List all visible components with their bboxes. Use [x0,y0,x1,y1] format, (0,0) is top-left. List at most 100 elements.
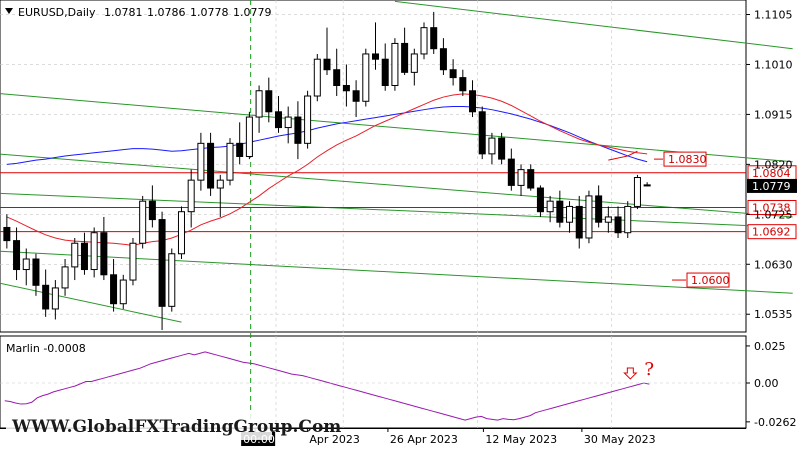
candle [80,242,88,271]
level-label: 1.0692 [752,226,791,239]
candle [604,216,612,223]
annotation-question: ? [644,359,654,380]
candle [207,142,215,189]
level-label: 1.0804 [752,167,791,180]
candle [439,48,447,71]
candle [313,58,321,97]
candle [410,53,418,73]
candle [13,240,21,271]
candle [507,158,515,186]
indicator-axis: 0.025 0.00 -0.0262 [746,340,796,429]
candle [643,184,651,187]
candle [226,142,234,181]
level-tag [747,199,797,215]
candle [51,287,59,310]
candle [245,116,253,157]
level-label: 1.0738 [752,201,791,214]
candle [294,116,302,144]
symbol-label: EURUSD,Daily [18,6,96,19]
candle [90,232,98,271]
price-tick-label: 1.0820 [754,158,793,171]
candle [556,200,564,223]
candle [478,111,486,155]
candle [61,266,69,289]
candle [449,69,457,79]
candle [42,284,50,310]
candle [624,205,632,234]
chart-menu-icon[interactable] [5,8,13,14]
price-tick-label: 1.1010 [754,58,793,71]
level-tag [747,224,797,240]
current-price-label: 1.0779 [752,180,791,193]
candle [255,90,263,118]
target-tag [686,272,730,288]
candle [430,27,438,50]
grid [0,0,746,428]
price-tick-label: 1.0725 [754,208,793,221]
candle [119,279,127,305]
candle [342,85,350,92]
time-tick-label: 30 May 2023 [584,433,656,446]
candle [129,242,137,281]
price-axis: 1.1105 1.1010 1.0915 1.0820 1.0725 1.0630 1.05… [746,9,797,321]
moving-averages [6,93,648,246]
candle [546,200,554,213]
candle [158,219,166,307]
candle [575,205,583,239]
candle [459,77,467,92]
time-tick-label: 26 Apr 2023 [390,433,458,446]
candle [323,58,331,71]
candle [216,179,224,189]
time-tick-label: Apr 2023 [309,433,360,446]
candle [566,205,574,223]
time-tick-label: 12 May 2023 [485,433,557,446]
candle [22,258,30,271]
candle [100,232,108,276]
candle [585,195,593,239]
candle [614,216,622,234]
candles [3,11,651,330]
candle [469,90,477,113]
indicator-tick-label: 0.025 [754,340,786,353]
target-label: 1.0830 [668,153,707,166]
trend-line [0,93,793,163]
candle [3,226,11,242]
candle [517,169,525,186]
watermark-bg [6,412,272,440]
candle [187,179,195,213]
candle [148,200,156,221]
price-levels: 1.0804 1.0738 1.0692 1.0830 1.0600 [0,150,797,288]
indicator-label: Marlin -0.0008 [6,342,86,355]
candle [362,53,370,102]
candle [381,58,389,87]
candle [110,274,118,305]
candle [265,90,273,113]
candle [498,137,506,160]
candle [633,177,641,207]
ohlc-low: 1.0778 [190,6,229,19]
candle [168,253,176,307]
ohlc-high: 1.0786 [147,6,186,19]
trend-line [0,282,182,323]
price-tick-label: 1.1105 [754,9,793,22]
candle [595,195,603,223]
price-tick-label: 1.0535 [754,308,793,321]
price-tick-label: 1.0915 [754,108,793,121]
candle [401,42,409,73]
current-price-tag [747,178,797,193]
candle [527,169,535,189]
candle [352,90,360,102]
indicator-tick-label: 0.00 [754,377,779,390]
candle [391,42,399,86]
candle [420,27,428,55]
price-tick-label: 1.0630 [754,258,793,271]
trend-line [0,192,793,228]
down-arrow-icon [623,367,638,380]
candle [488,137,496,155]
candle [71,242,79,268]
moving-average-line [6,93,648,246]
candle [236,142,244,157]
target-tag [663,151,707,167]
